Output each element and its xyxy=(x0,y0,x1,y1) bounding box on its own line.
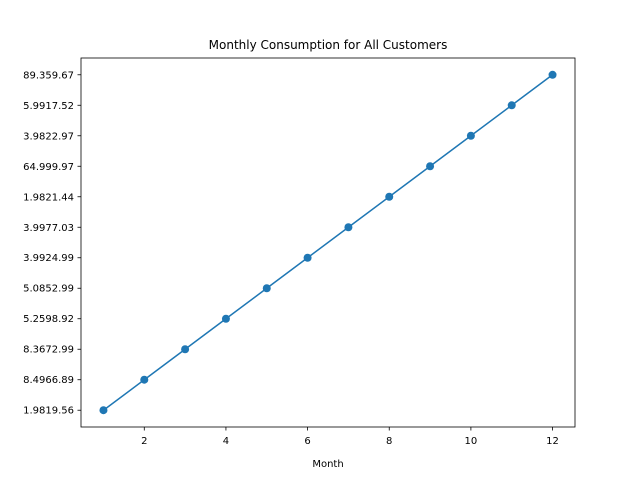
data-point xyxy=(99,406,108,415)
y-tick-label: 64.999.97 xyxy=(23,162,74,173)
y-tick-label: 89.359.67 xyxy=(23,70,74,81)
plot-series xyxy=(99,70,557,415)
data-point xyxy=(140,375,149,384)
data-point xyxy=(507,101,516,110)
y-tick-label: 5.0852.99 xyxy=(23,284,74,295)
chart-title: Monthly Consumption for All Customers xyxy=(209,38,448,52)
data-point xyxy=(344,223,353,232)
y-axis-ticks: 1.9819.56 8.4966.89 8.3672.99 5.2598.92 5.08… xyxy=(23,70,81,417)
data-point xyxy=(181,345,190,354)
data-point xyxy=(221,314,230,323)
y-tick-label: 5.9917.52 xyxy=(23,101,74,112)
x-tick-label: 6 xyxy=(304,436,310,447)
x-tick-label: 8 xyxy=(386,436,392,447)
x-tick-label: 10 xyxy=(465,436,478,447)
x-tick-label: 2 xyxy=(141,436,147,447)
data-point xyxy=(548,70,557,79)
series-line xyxy=(103,74,553,411)
plot-area-frame xyxy=(80,57,576,428)
data-point xyxy=(466,131,475,140)
y-tick-label: 8.3672.99 xyxy=(23,345,74,356)
x-tick-label: 12 xyxy=(546,436,559,447)
data-point xyxy=(262,284,271,293)
y-tick-label: 3.9822.97 xyxy=(23,131,74,142)
y-tick-label: 5.2598.92 xyxy=(23,314,74,325)
x-axis-label: Month xyxy=(312,459,343,470)
y-tick-label: 1.9821.44 xyxy=(23,192,74,203)
y-tick-label: 3.9977.03 xyxy=(23,223,74,234)
y-tick-label: 8.4966.89 xyxy=(23,375,74,386)
y-tick-label: 1.9819.56 xyxy=(23,406,74,417)
data-point xyxy=(303,253,312,262)
data-point xyxy=(385,192,394,201)
x-axis-ticks: 2 4 6 8 10 12 xyxy=(141,427,559,447)
data-point xyxy=(426,162,435,171)
x-tick-label: 4 xyxy=(223,436,229,447)
y-tick-label: 3.9924.99 xyxy=(23,253,74,264)
